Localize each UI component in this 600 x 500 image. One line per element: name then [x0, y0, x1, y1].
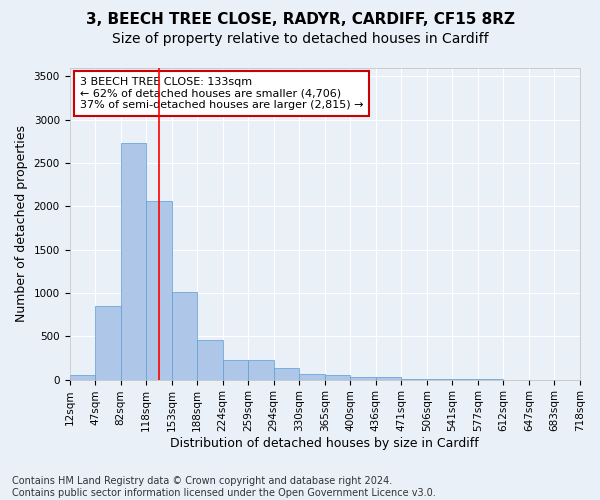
Text: Contains HM Land Registry data © Crown copyright and database right 2024.
Contai: Contains HM Land Registry data © Crown c…	[12, 476, 436, 498]
Bar	[172, 292, 197, 380]
Bar	[146, 202, 172, 380]
Y-axis label: Number of detached properties: Number of detached properties	[15, 125, 28, 322]
Bar	[223, 360, 248, 380]
Bar	[376, 378, 401, 380]
Bar	[248, 360, 274, 380]
Bar	[299, 374, 325, 380]
Bar	[350, 376, 376, 380]
Bar	[274, 368, 299, 380]
Bar	[70, 375, 95, 380]
X-axis label: Distribution of detached houses by size in Cardiff: Distribution of detached houses by size …	[170, 437, 479, 450]
Bar	[95, 306, 121, 380]
Text: 3 BEECH TREE CLOSE: 133sqm
← 62% of detached houses are smaller (4,706)
37% of s: 3 BEECH TREE CLOSE: 133sqm ← 62% of deta…	[80, 77, 363, 110]
Text: 3, BEECH TREE CLOSE, RADYR, CARDIFF, CF15 8RZ: 3, BEECH TREE CLOSE, RADYR, CARDIFF, CF1…	[86, 12, 515, 28]
Bar	[401, 378, 427, 380]
Bar	[121, 144, 146, 380]
Bar	[325, 375, 350, 380]
Bar	[197, 340, 223, 380]
Text: Size of property relative to detached houses in Cardiff: Size of property relative to detached ho…	[112, 32, 488, 46]
